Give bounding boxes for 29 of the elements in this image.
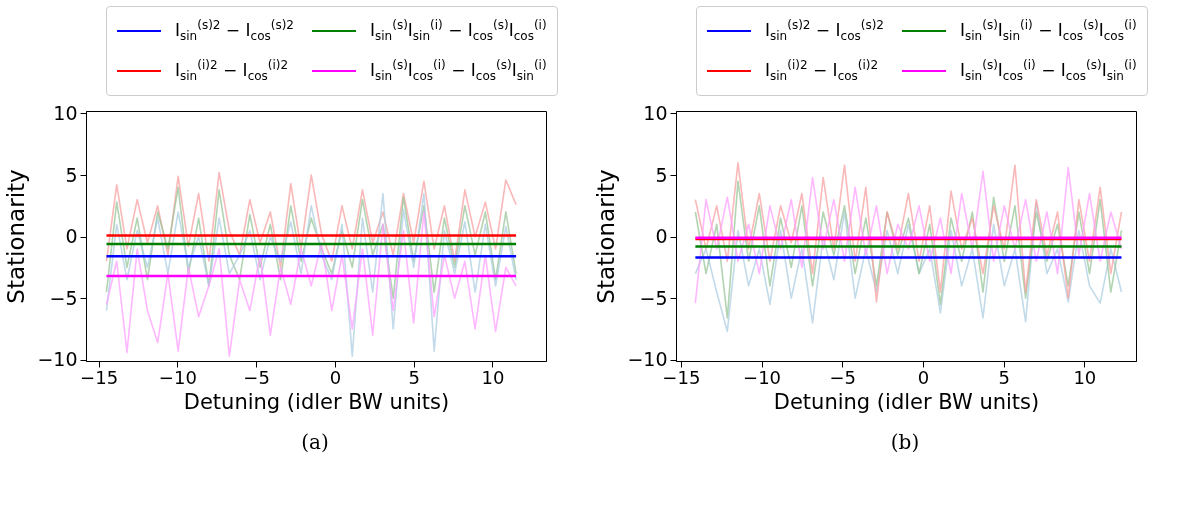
y-axis-title: Stationarity [593,169,620,304]
x-axis-title: Detuning (idler BW units) [183,389,450,414]
text: (a) [300,430,330,454]
x-tick-label: −10 [158,366,197,388]
y-tick-label: 5 [655,163,668,186]
x-tick-label: 10 [481,366,505,388]
y-tick-label: 10 [643,101,668,124]
y-axis-title: Stationarity [3,169,30,304]
line-series [694,180,1123,319]
x-tick-label: 5 [408,366,420,388]
text: (b) [889,430,921,454]
x-tick-label: −15 [80,366,119,388]
x-tick-label: 0 [329,366,342,388]
y-tick-label: −5 [639,286,668,309]
y-tick-label: −10 [37,348,78,371]
x-axis-title: Detuning (idler BW units) [773,389,1040,414]
y-tick-label: 0 [655,225,668,248]
line-series [105,186,517,299]
x-tick-label: −5 [243,366,270,388]
y-tick-label: 5 [65,163,78,186]
y-tick-label: 10 [53,101,78,124]
y-tick-label: 0 [65,225,78,248]
y-tick-label: −5 [49,286,78,309]
x-tick-label: 10 [1073,366,1097,388]
x-tick-label: −10 [743,366,782,388]
x-tick-label: 5 [998,366,1010,388]
x-tick-label: −5 [829,366,857,388]
x-tick-label: 0 [917,366,930,388]
line-series [105,171,517,269]
